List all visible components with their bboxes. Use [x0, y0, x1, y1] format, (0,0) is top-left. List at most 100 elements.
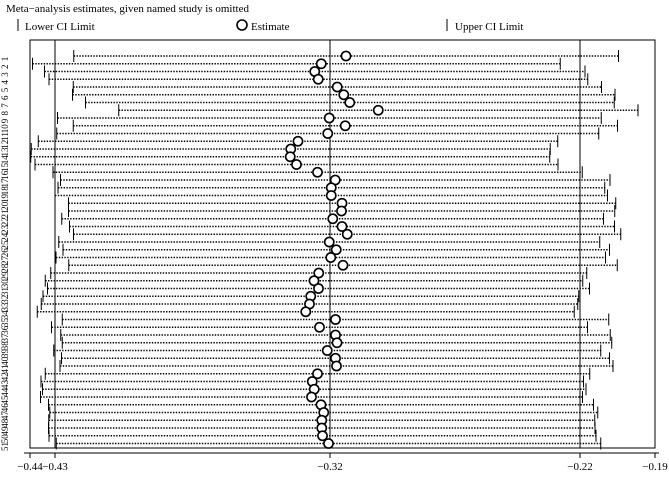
estimate-point-28	[337, 259, 349, 271]
study-label-30: 30	[0, 279, 10, 289]
estimate-point-19	[325, 190, 337, 201]
study-label-5: 5	[0, 87, 10, 92]
estimate-point-9	[323, 112, 335, 124]
study-label-47: 47	[0, 411, 10, 421]
study-label-23: 23	[0, 225, 10, 235]
legend-estimate-label: Estimate	[251, 21, 290, 33]
study-label-44: 44	[0, 387, 10, 397]
estimate-point-38	[331, 337, 343, 349]
estimate-point-45	[306, 391, 317, 403]
estimate-point-29	[313, 267, 325, 279]
estimate-point-15	[291, 159, 302, 170]
estimate-point-25	[323, 236, 335, 248]
study-label-21: 21	[0, 210, 10, 219]
estimate-point-42	[312, 368, 323, 380]
legend: Lower CI Limit Estimate Upper CI Limit	[17, 19, 523, 33]
estimate-markers	[284, 50, 384, 449]
study-labels: 1234567891011121314151617181920212223242…	[0, 57, 10, 451]
study-label-19: 19	[0, 194, 10, 204]
study-label-42: 42	[0, 372, 10, 381]
study-label-38: 38	[0, 341, 10, 351]
legend-lower-label: Lower CI Limit	[25, 21, 95, 33]
study-label-36: 36	[0, 325, 10, 335]
study-label-6: 6	[0, 95, 10, 100]
study-label-15: 15	[0, 163, 10, 173]
x-tick-label-4: −0.22	[567, 461, 592, 473]
estimate-point-30	[308, 275, 320, 287]
study-label-35: 35	[0, 318, 10, 328]
study-label-29: 29	[0, 271, 10, 281]
study-label-3: 3	[0, 72, 10, 77]
estimate-point-4	[312, 73, 324, 85]
estimate-point-36	[314, 321, 325, 333]
study-label-33: 33	[0, 302, 10, 312]
x-tick-label-3: −0.32	[317, 461, 342, 473]
plot-frame	[29, 39, 656, 449]
study-label-39: 39	[0, 349, 10, 359]
study-label-41: 41	[0, 365, 10, 374]
estimate-point-6	[338, 89, 350, 101]
estimate-point-34	[300, 306, 312, 318]
estimate-point-7	[344, 97, 356, 108]
estimate-point-11	[322, 128, 334, 139]
estimate-point-51	[323, 438, 334, 449]
study-label-31: 31	[0, 287, 10, 296]
estimate-point-12	[292, 135, 304, 147]
estimate-point-23	[336, 221, 348, 232]
legend-estimate-marker	[236, 19, 248, 31]
study-label-46: 46	[0, 403, 10, 413]
study-label-48: 48	[0, 418, 10, 428]
estimate-point-22	[327, 213, 339, 225]
study-label-10: 10	[0, 124, 10, 134]
study-label-43: 43	[0, 380, 10, 390]
study-label-28: 28	[0, 263, 10, 273]
study-label-8: 8	[0, 111, 10, 116]
study-label-22: 22	[0, 217, 10, 226]
x-axis: −0.44 −0.43 −0.32 −0.22 −0.19	[17, 452, 668, 473]
x-tick-label-2: −0.43	[42, 461, 68, 473]
estimate-point-27	[325, 252, 337, 263]
study-label-20: 20	[0, 201, 10, 211]
study-label-2: 2	[0, 65, 10, 70]
study-label-45: 45	[0, 395, 10, 405]
estimate-point-31	[313, 283, 324, 294]
study-label-49: 49	[0, 426, 10, 436]
study-label-24: 24	[0, 232, 10, 242]
estimate-point-1	[340, 50, 352, 62]
study-label-16: 16	[0, 170, 10, 180]
study-label-13: 13	[0, 147, 10, 157]
study-label-50: 50	[0, 434, 10, 444]
study-label-40: 40	[0, 356, 10, 366]
study-label-27: 27	[0, 256, 10, 266]
estimate-point-35	[330, 314, 341, 325]
legend-upper-label: Upper CI Limit	[455, 21, 523, 33]
study-label-25: 25	[0, 240, 10, 250]
study-label-18: 18	[0, 186, 10, 196]
study-label-1: 1	[0, 57, 10, 62]
study-label-4: 4	[0, 80, 10, 85]
study-label-17: 17	[0, 178, 10, 188]
study-label-14: 14	[0, 155, 10, 165]
study-label-26: 26	[0, 248, 10, 258]
estimate-point-39	[321, 345, 333, 356]
study-label-32: 32	[0, 295, 10, 304]
estimate-point-21	[336, 205, 347, 217]
chart-title: Meta−analysis estimates, given named stu…	[6, 3, 249, 15]
study-label-37: 37	[0, 333, 10, 343]
estimate-point-50	[317, 430, 328, 442]
study-label-34: 34	[0, 310, 10, 320]
estimate-point-8	[372, 104, 384, 116]
study-label-51: 51	[0, 442, 10, 451]
estimate-point-14	[284, 151, 296, 163]
estimate-point-24	[341, 228, 353, 240]
study-label-11: 11	[0, 132, 10, 141]
study-label-12: 12	[0, 140, 10, 149]
estimate-point-16	[312, 166, 323, 178]
estimate-point-5	[331, 81, 343, 93]
study-label-7: 7	[0, 103, 10, 108]
estimate-point-10	[339, 120, 351, 132]
estimate-point-26	[330, 244, 342, 256]
estimate-point-41	[331, 360, 342, 372]
study-label-9: 9	[0, 118, 10, 123]
